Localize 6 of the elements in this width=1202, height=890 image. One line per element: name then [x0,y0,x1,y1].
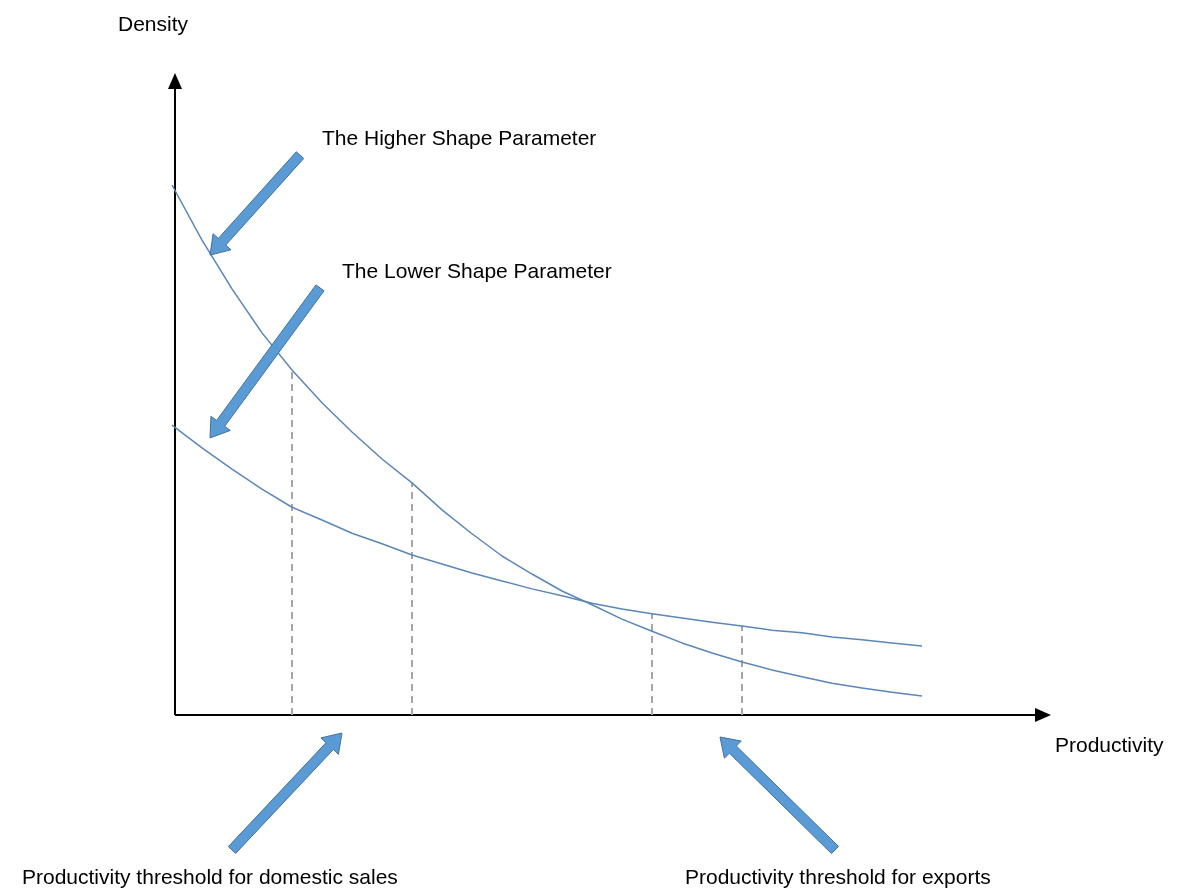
annotation: The Lower Shape Parameter [342,258,612,282]
text: Productivity threshold for domestic sales [22,865,398,888]
text: Productivity threshold for exports [685,865,991,888]
text: The Higher Shape Parameter [322,126,597,150]
text: Productivity [1055,733,1165,756]
text: Density [118,12,189,35]
